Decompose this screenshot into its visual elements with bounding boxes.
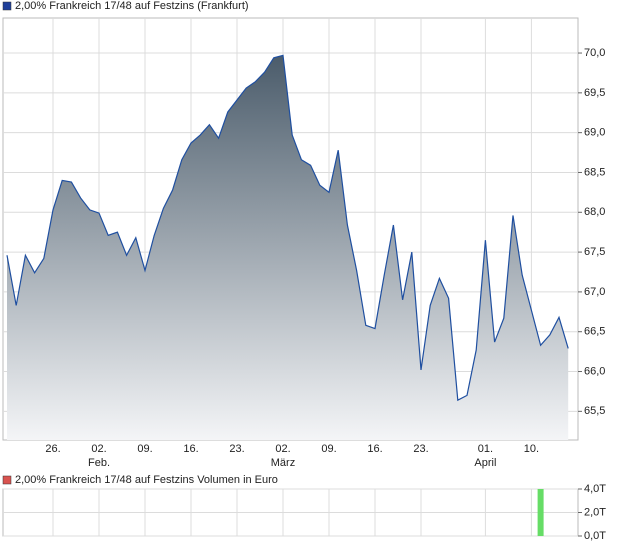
y-tick-label: 67,5 bbox=[584, 246, 605, 258]
x-tick-label: 09. bbox=[137, 443, 152, 455]
x-tick-label: 02. bbox=[91, 443, 106, 455]
x-tick-label: 02. bbox=[275, 443, 290, 455]
y-tick-label: 66,5 bbox=[584, 326, 605, 338]
x-tick-label: 26. bbox=[45, 443, 60, 455]
y-tick-label: 69,5 bbox=[584, 87, 605, 99]
y-tick-label: 66,0 bbox=[584, 365, 605, 377]
x-tick-label: 16. bbox=[183, 443, 198, 455]
y-tick-label: 67,0 bbox=[584, 286, 605, 298]
chart-title: 2,00% Frankreich 17/48 auf Festzins (Fra… bbox=[15, 0, 249, 12]
y-tick-label: 68,0 bbox=[584, 206, 605, 218]
x-tick-label: 10. bbox=[524, 443, 539, 455]
y-tick-label: 69,0 bbox=[584, 127, 605, 139]
y-tick-label: 0,0T bbox=[584, 530, 606, 542]
legend-swatch bbox=[2, 1, 12, 11]
x-tick-label: 09. bbox=[321, 443, 336, 455]
y-tick-label: 4,0T bbox=[584, 483, 606, 495]
price-line bbox=[6, 54, 569, 402]
x-tick-label: 16. bbox=[367, 443, 382, 455]
x-month-label: Feb. bbox=[88, 457, 110, 469]
chart-title: 2,00% Frankreich 17/48 auf Festzins Volu… bbox=[15, 474, 278, 486]
y-tick-label: 70,0 bbox=[584, 47, 605, 59]
x-month-label: März bbox=[271, 457, 295, 469]
legend-swatch bbox=[2, 475, 12, 485]
y-tick-label: 2,0T bbox=[584, 506, 606, 518]
x-tick-label: 23. bbox=[229, 443, 244, 455]
x-month-label: April bbox=[474, 457, 496, 469]
x-tick-label: 23. bbox=[413, 443, 428, 455]
x-tick-label: 01. bbox=[478, 443, 493, 455]
y-tick-label: 68,5 bbox=[584, 166, 605, 178]
volume-bar bbox=[537, 489, 544, 536]
y-tick-label: 65,5 bbox=[584, 405, 605, 417]
area-fill bbox=[7, 55, 569, 441]
